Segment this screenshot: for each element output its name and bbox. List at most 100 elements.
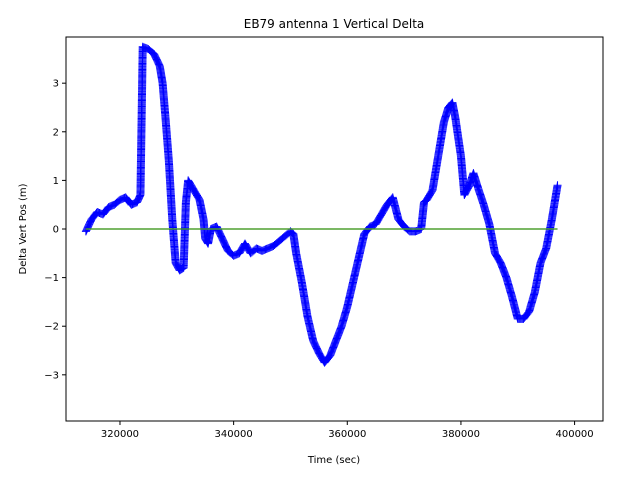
data-point [427,188,436,197]
data-point [191,189,200,198]
data-point [184,177,193,186]
data-point [494,254,503,263]
data-point [378,209,387,218]
data-point [237,246,246,255]
y-tick-label: 2 [53,127,59,138]
data-point [316,351,325,360]
data-point [242,242,251,251]
x-axis-label: Time (sec) [307,455,360,466]
data-point [426,189,435,198]
data-point [243,243,252,252]
plot-area [81,42,562,367]
data-point [381,202,390,211]
data-point [191,188,200,197]
data-point [523,309,532,318]
data-point [188,183,197,192]
data-point [190,187,199,196]
data-point [460,189,469,198]
x-tick-label: 340000 [215,429,253,440]
data-point [491,250,500,259]
data-point [379,207,388,216]
data-point [463,184,472,193]
data-point [462,186,471,195]
data-point [464,183,473,192]
data-point [235,249,244,258]
data-point [192,190,201,199]
data-point [422,195,431,204]
data-point [377,210,386,219]
data-point [495,256,504,265]
data-point [314,348,323,357]
y-tick-label: 0 [53,225,59,236]
data-point [494,255,503,264]
data-point [425,190,434,199]
data-point [316,352,325,361]
data-point [376,211,385,220]
data-point [242,241,251,250]
data-point [189,185,198,194]
data-point [491,249,500,258]
data-point [87,216,96,225]
data-point [235,248,244,257]
data-point [186,180,195,189]
data-point [461,188,470,197]
data-point [492,251,501,260]
data-point [241,239,249,248]
x-tick-label: 380000 [442,429,480,440]
data-point [193,191,202,200]
data-point [187,181,196,190]
data-point [463,185,472,194]
data-point [244,244,253,253]
y-axis: −3 −2 −1 0 1 2 3 [44,79,66,381]
data-point [381,203,390,212]
data-point [423,194,432,203]
data-point [553,181,562,190]
data-point [186,179,195,188]
data-point [373,216,382,225]
data-point [380,205,389,214]
chart-title: EB79 antenna 1 Vertical Delta [244,17,425,31]
data-point [424,192,433,201]
data-point [187,182,196,191]
data-point [375,213,384,222]
data-point [493,253,502,262]
y-tick-label: −2 [44,322,59,333]
data-point [185,178,194,187]
data-point [378,208,387,217]
data-point [379,206,388,215]
y-tick-label: −1 [44,273,59,284]
data-point [462,187,471,196]
data-point [424,193,433,202]
x-axis: 320000 340000 360000 380000 400000 [101,421,594,440]
data-point [376,212,385,221]
y-tick-label: 1 [53,176,59,187]
data-point [492,252,501,261]
data-point [236,247,245,256]
x-tick-label: 400000 [555,429,593,440]
data-point [315,350,324,359]
data-point [371,220,380,229]
series-points [81,42,562,367]
y-axis-label: Delta Vert Pos (m) [18,183,29,274]
y-tick-label: 3 [53,79,59,90]
data-point [189,186,198,195]
data-point [194,193,203,202]
data-point [184,176,193,185]
data-point [425,191,434,200]
data-point [374,214,383,223]
y-tick-label: −3 [44,370,59,381]
x-tick-label: 360000 [328,429,366,440]
data-point [325,352,334,361]
x-tick-label: 320000 [101,429,139,440]
data-point [374,215,383,224]
data-point [324,353,333,362]
data-point [317,353,326,362]
data-point [372,219,381,228]
data-point [372,217,381,226]
data-point [193,192,202,201]
data-point [460,190,469,199]
data-point [241,240,250,249]
